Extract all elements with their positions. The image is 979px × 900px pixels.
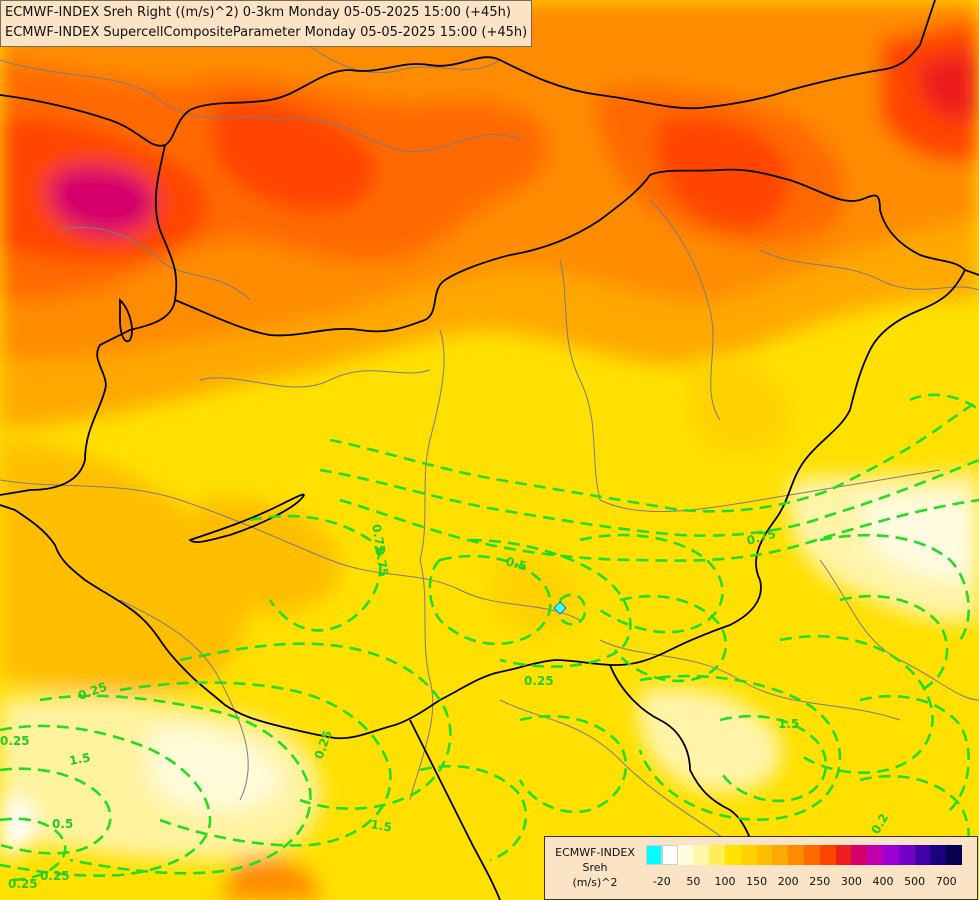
legend-title: ECMWF-INDEX Sreh (m/s)^2 — [549, 845, 641, 890]
legend-swatch — [788, 845, 804, 865]
legend-swatch — [930, 845, 947, 865]
legend-swatch — [835, 845, 852, 865]
legend-color-bar — [646, 845, 962, 865]
contour-label: 1.5 — [369, 817, 392, 834]
legend-swatch — [819, 845, 836, 865]
contour-label: 0.25 — [8, 877, 38, 891]
legend-swatch — [740, 845, 757, 865]
legend-swatch — [772, 845, 789, 865]
legend-swatch — [882, 845, 899, 865]
legend-tick-label: 100 — [714, 875, 736, 888]
legend-tick-label: 400 — [872, 875, 894, 888]
legend-swatch — [661, 845, 678, 865]
legend-title-line-1: ECMWF-INDEX — [555, 846, 635, 859]
legend-tick-label: 700 — [935, 875, 957, 888]
map-title-line-2: ECMWF-INDEX SupercellCompositeParameter … — [5, 25, 528, 40]
legend-swatch — [677, 845, 694, 865]
legend-swatch — [946, 845, 962, 865]
legend-swatch — [693, 845, 710, 865]
legend-title-line-3: (m/s)^2 — [572, 876, 618, 889]
legend-swatch — [646, 845, 662, 865]
contour-label: 1.5 — [68, 750, 91, 767]
legend-title-line-2: Sreh — [582, 861, 608, 874]
legend-tick-label: 150 — [746, 875, 768, 888]
regional-borders — [0, 39, 979, 851]
contour-label: 0.25 — [40, 869, 70, 883]
legend-tick-label: 200 — [777, 875, 799, 888]
contour-label: 1.5 — [778, 717, 799, 731]
legend-swatch — [867, 845, 883, 865]
contour-label: 0.5 — [52, 817, 73, 831]
legend-swatch — [709, 845, 725, 865]
legend-swatch — [898, 845, 915, 865]
legend-swatch — [851, 845, 868, 865]
legend-tick-labels: -20 50 100 150 200 250 300 400 500 700 — [646, 875, 966, 891]
legend-tick-label: -20 — [652, 875, 671, 888]
legend-tick-label: 50 — [686, 875, 701, 888]
sreh-field-shading — [0, 0, 979, 430]
legend-tick-label: 300 — [840, 875, 862, 888]
legend-swatch — [724, 845, 741, 865]
legend-swatch — [803, 845, 820, 865]
contour-label: 0.75 — [372, 546, 391, 578]
legend-swatch — [914, 845, 931, 865]
legend-tick-label: 500 — [904, 875, 926, 888]
contour-label: 0.25 — [0, 734, 30, 748]
map-title-box: ECMWF-INDEX Sreh Right ((m/s)^2) 0-3km M… — [0, 0, 533, 47]
contour-label: 0.5 — [504, 554, 528, 573]
legend-swatch — [756, 845, 773, 865]
color-legend: ECMWF-INDEX Sreh (m/s)^2 -20 50 100 150 200 2… — [544, 836, 978, 900]
legend-tick-label: 250 — [809, 875, 831, 888]
map-title-line-1: ECMWF-INDEX Sreh Right ((m/s)^2) 0-3km M… — [5, 5, 511, 20]
contour-label: 0.75 — [369, 523, 388, 555]
contour-label: 0.25 — [524, 674, 554, 688]
location-marker-icon — [553, 601, 567, 615]
